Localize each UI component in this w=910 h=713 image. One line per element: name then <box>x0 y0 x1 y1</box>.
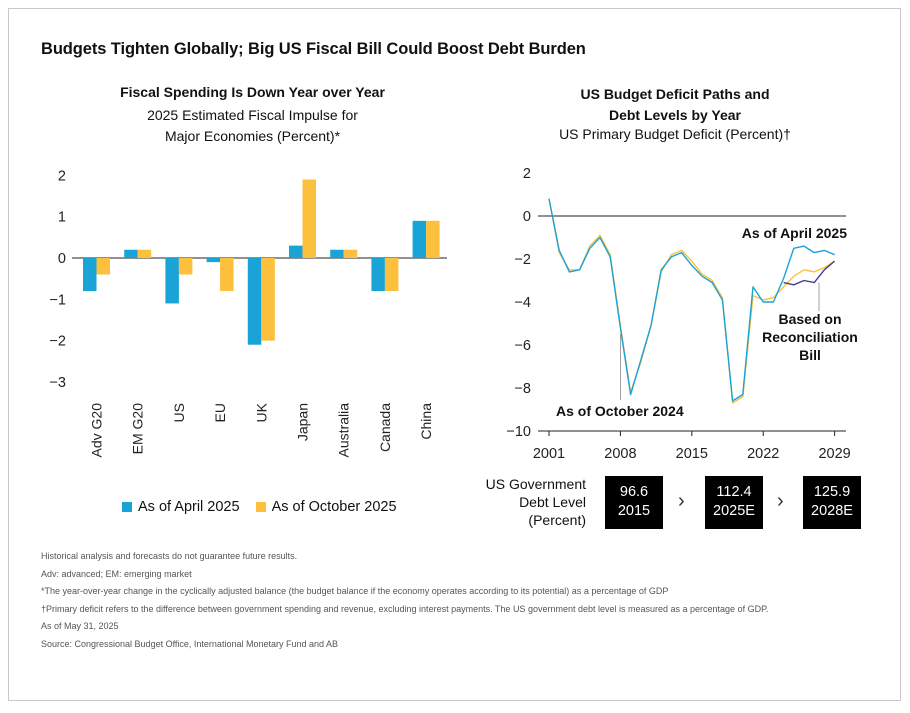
debt-year: 2025E <box>713 503 755 519</box>
chevron-right-icon: › <box>678 490 685 512</box>
debt-year: 2028E <box>811 503 853 519</box>
bar-category-label: Australia <box>336 403 352 458</box>
bar-y-tick-label: 0 <box>58 251 66 267</box>
line-y-tick-label: −8 <box>514 381 531 397</box>
bar-chart-subtitle: 2025 Estimated Fiscal Impulse for Major … <box>60 105 445 147</box>
bar-category-label: Japan <box>295 403 311 441</box>
debt-value: 96.6 <box>619 484 649 500</box>
footnote: †Primary deficit refers to the differenc… <box>41 603 769 614</box>
series-line-april-2025 <box>548 198 835 402</box>
bar <box>83 258 97 292</box>
bar-chart-subtitle-line2: Major Economies (Percent)* <box>164 128 341 144</box>
bar <box>343 249 358 258</box>
bar <box>96 258 110 275</box>
line-x-tick-label: 2008 <box>604 446 636 462</box>
legend-swatch-october <box>255 502 266 512</box>
bar-y-tick-label: 1 <box>58 210 66 226</box>
debt-label-line2: Debt Level <box>519 494 586 510</box>
line-chart-title-line1: US Budget Deficit Paths and <box>580 86 770 102</box>
debt-value: 125.9 <box>813 484 851 500</box>
annotation-april-2025: As of April 2025 <box>742 225 848 241</box>
bar-y-tick-label: −2 <box>49 334 66 350</box>
bar <box>247 258 262 345</box>
bar <box>289 245 303 258</box>
bar <box>178 258 193 275</box>
bar-y-tick-label: −3 <box>49 375 66 391</box>
debt-label-line3: (Percent) <box>528 512 586 528</box>
bar-chart-subtitle-line1: 2025 Estimated Fiscal Impulse for <box>147 107 358 123</box>
line-y-tick-label: −10 <box>506 424 531 440</box>
line-y-tick-label: −6 <box>514 338 531 354</box>
bar <box>302 179 316 258</box>
bar <box>261 258 275 341</box>
line-y-tick-label: −2 <box>514 252 531 268</box>
line-y-tick-label: 0 <box>523 209 531 225</box>
line-x-tick-label: 2022 <box>747 446 779 462</box>
bar-category-label: Canada <box>377 403 393 452</box>
annotation-reconciliation-line2: Reconciliation <box>762 329 858 345</box>
line-x-tick-label: 2001 <box>533 446 565 462</box>
debt-year: 2015 <box>617 503 651 519</box>
bar-y-tick-label: −1 <box>49 292 66 308</box>
footnotes: Historical analysis and forecasts do not… <box>41 548 768 653</box>
line-chart-title: US Budget Deficit Paths and Debt Levels … <box>520 84 830 126</box>
legend-swatch-april <box>122 502 132 512</box>
annotation-reconciliation-line1: Based on <box>778 311 841 327</box>
debt-value: 112.4 <box>716 484 752 500</box>
debt-box-2028e: 125.9 2028E <box>803 476 861 529</box>
main-title: Budgets Tighten Globally; Big US Fiscal … <box>41 40 586 58</box>
bar <box>206 258 221 263</box>
bar-category-label: China <box>418 403 434 440</box>
annotation-october-2024: As of October 2024 <box>556 403 684 419</box>
legend-item-october: As of October 2025 <box>255 499 397 515</box>
bar <box>371 258 385 292</box>
bar <box>124 249 138 258</box>
chevron-right-icon: › <box>777 490 784 512</box>
line-chart-subtitle: US Primary Budget Deficit (Percent)† <box>559 126 791 142</box>
bar-category-label: EM G20 <box>130 403 146 455</box>
legend-label-april: As of April 2025 <box>138 499 240 515</box>
bar <box>220 258 234 292</box>
annotation-reconciliation-line3: Bill <box>799 347 821 363</box>
footnote: Adv: advanced; EM: emerging market <box>41 568 192 579</box>
bar-category-label: EU <box>212 403 228 422</box>
bar <box>426 220 440 258</box>
line-y-tick-label: −4 <box>514 295 531 311</box>
debt-label-line1: US Government <box>485 476 586 492</box>
bar <box>137 249 152 258</box>
line-x-tick-label: 2029 <box>818 446 850 462</box>
bar-category-label: UK <box>253 402 269 422</box>
figure-frame <box>8 8 901 701</box>
bar <box>412 220 427 258</box>
debt-box-2015: 96.6 2015 <box>605 476 663 529</box>
bar-chart-legend: As of April 2025 As of October 2025 <box>122 499 413 515</box>
series-line-reconciliation <box>783 260 836 286</box>
bar <box>330 249 344 258</box>
footnote: *The year-over-year change in the cyclic… <box>41 586 669 596</box>
line-y-tick-label: 2 <box>523 166 531 182</box>
line-chart-title-line2: Debt Levels by Year <box>608 107 742 123</box>
legend-item-april: As of April 2025 <box>122 499 240 515</box>
bar <box>165 258 179 304</box>
legend-label-october: As of October 2025 <box>271 499 397 515</box>
footnote: Source: Congressional Budget Office, Int… <box>41 638 339 649</box>
line-x-tick-label: 2015 <box>676 446 708 462</box>
bar-category-label: US <box>171 403 187 422</box>
bar-category-label: Adv G20 <box>89 403 105 458</box>
footnote: As of May 31, 2025 <box>41 621 119 631</box>
bar-y-tick-label: 2 <box>58 168 66 184</box>
footnote: Historical analysis and forecasts do not… <box>41 551 298 561</box>
debt-box-2025e: 112.4 2025E <box>705 476 763 529</box>
debt-level-label: US Government Debt Level (Percent) <box>474 475 586 529</box>
bar <box>384 258 399 292</box>
bar-chart-title: Fiscal Spending Is Down Year over Year <box>120 84 385 100</box>
